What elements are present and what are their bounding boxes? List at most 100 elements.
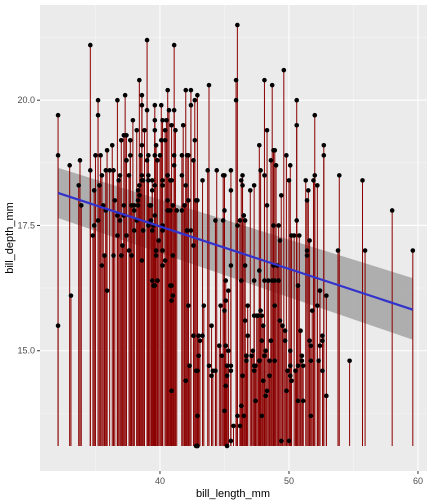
data-point <box>76 183 81 188</box>
data-point <box>95 218 101 223</box>
data-point <box>308 343 314 349</box>
data-point <box>228 363 234 369</box>
data-point <box>77 158 83 163</box>
data-point <box>170 203 176 208</box>
data-point <box>217 343 222 349</box>
data-point <box>284 388 289 394</box>
data-point <box>169 388 174 394</box>
data-point <box>286 438 292 444</box>
data-point <box>196 333 201 339</box>
data-point <box>195 92 200 98</box>
data-point <box>191 158 196 163</box>
data-point <box>157 153 163 158</box>
data-point <box>317 343 323 349</box>
data-point <box>257 143 262 148</box>
data-point <box>316 358 321 364</box>
data-point <box>278 438 284 444</box>
data-point <box>112 198 118 203</box>
data-point <box>174 208 180 213</box>
data-point <box>266 278 271 283</box>
data-point <box>149 178 155 183</box>
data-point <box>126 248 132 253</box>
data-point <box>129 253 134 258</box>
data-point <box>244 353 249 359</box>
y-tick-label: 17.5 <box>17 220 35 230</box>
data-point <box>146 153 151 158</box>
y-tick-label: 15.0 <box>17 346 35 356</box>
data-point <box>307 338 312 344</box>
data-point <box>272 303 278 308</box>
regression-layer <box>57 191 414 311</box>
data-point <box>156 238 161 243</box>
data-point <box>281 67 287 73</box>
data-point <box>268 338 274 344</box>
data-point <box>186 198 191 203</box>
y-axis-title: bill_depth_mm <box>4 202 16 274</box>
data-point <box>336 173 342 178</box>
data-point <box>153 143 159 148</box>
data-point <box>153 253 159 258</box>
data-point <box>118 137 124 143</box>
data-point <box>223 298 229 303</box>
data-point <box>90 233 96 238</box>
data-point <box>135 203 141 208</box>
data-point <box>93 153 98 158</box>
data-point <box>267 358 272 364</box>
data-point <box>335 248 341 253</box>
data-point <box>321 143 327 148</box>
data-point <box>273 163 279 168</box>
data-point <box>259 413 265 419</box>
data-point <box>242 263 248 268</box>
data-point <box>179 153 185 158</box>
data-point <box>222 208 227 213</box>
data-point <box>135 188 141 193</box>
data-point <box>264 127 270 133</box>
data-point <box>282 338 288 344</box>
data-point <box>162 127 168 133</box>
data-point <box>260 323 266 328</box>
data-point <box>238 403 244 409</box>
data-point <box>294 97 300 103</box>
data-point <box>231 423 236 429</box>
data-point <box>347 358 352 364</box>
data-point <box>140 228 146 233</box>
data-point <box>95 97 101 103</box>
data-point <box>209 323 214 328</box>
data-point <box>200 333 205 339</box>
data-point <box>298 328 303 333</box>
data-point <box>124 158 129 163</box>
data-point <box>115 233 120 238</box>
data-point <box>111 168 116 173</box>
data-point <box>55 323 61 328</box>
data-point <box>245 333 250 339</box>
x-tick-label: 60 <box>413 476 423 486</box>
data-point <box>117 173 123 178</box>
data-point <box>222 408 227 414</box>
data-point <box>128 153 133 158</box>
data-point <box>289 378 294 384</box>
data-point <box>320 368 325 374</box>
data-point <box>260 378 266 384</box>
data-point <box>103 168 109 173</box>
data-point <box>303 178 309 183</box>
data-point <box>196 353 201 359</box>
data-point <box>262 173 267 178</box>
data-point <box>251 278 257 283</box>
data-point <box>149 228 155 233</box>
data-point <box>131 228 137 233</box>
data-point <box>151 283 156 288</box>
data-point <box>218 303 223 308</box>
data-point <box>139 173 145 178</box>
data-point <box>182 203 187 208</box>
data-point <box>226 348 231 354</box>
data-point <box>309 308 315 313</box>
data-point <box>146 173 151 178</box>
data-point <box>111 253 116 258</box>
x-tick-label: 50 <box>284 476 294 486</box>
data-point <box>307 238 312 243</box>
data-point <box>213 218 218 223</box>
data-point <box>240 173 245 178</box>
data-point <box>184 228 190 233</box>
data-point <box>233 77 239 83</box>
